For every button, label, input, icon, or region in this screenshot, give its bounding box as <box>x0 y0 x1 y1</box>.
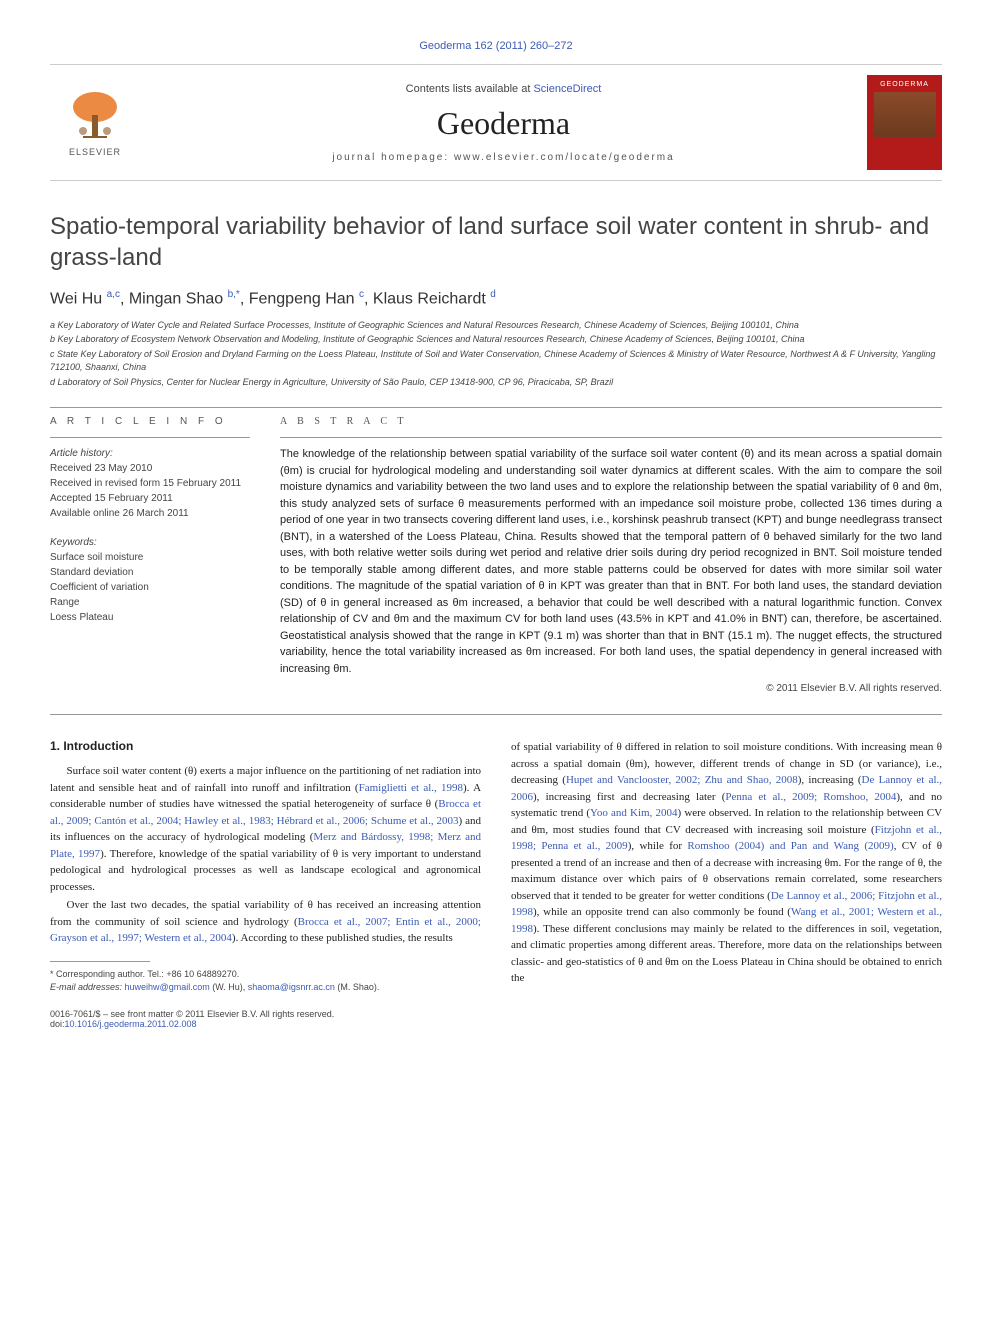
issn-copyright: 0016-7061/$ – see front matter © 2011 El… <box>50 1009 481 1019</box>
email-link[interactable]: shaoma@igsnrr.ac.cn <box>248 982 335 992</box>
divider <box>50 437 250 438</box>
abstract-label: A B S T R A C T <box>280 416 942 427</box>
affiliation-d: d Laboratory of Soil Physics, Center for… <box>50 376 942 390</box>
email-label: E-mail addresses: <box>50 982 125 992</box>
elsevier-tree-icon <box>65 89 125 144</box>
affiliation-b: b Key Laboratory of Ecosystem Network Ob… <box>50 333 942 347</box>
abstract-copyright: © 2011 Elsevier B.V. All rights reserved… <box>280 683 942 694</box>
history-online: Available online 26 March 2011 <box>50 506 250 521</box>
history-label: Article history: <box>50 446 250 461</box>
citation-link[interactable]: Famiglietti et al., 1998 <box>359 782 463 794</box>
history-revised: Received in revised form 15 February 201… <box>50 476 250 491</box>
citation-link[interactable]: Yoo and Kim, 2004 <box>590 807 678 819</box>
divider <box>50 407 942 408</box>
footnote-separator <box>50 961 150 962</box>
citation-link[interactable]: Hupet and Vanclooster, 2002; Zhu and Sha… <box>566 774 798 786</box>
sciencedirect-link[interactable]: ScienceDirect <box>533 83 601 95</box>
col2-text: ), increasing ( <box>798 774 862 786</box>
email-link[interactable]: huweihw@gmail.com <box>125 982 210 992</box>
journal-homepage: journal homepage: www.elsevier.com/locat… <box>140 152 867 163</box>
elsevier-logo: ELSEVIER <box>50 78 140 168</box>
col2-text: ). These different conclusions may mainl… <box>511 923 942 985</box>
corresponding-author: * Corresponding author. Tel.: +86 10 648… <box>50 968 481 982</box>
publisher-name: ELSEVIER <box>69 147 121 157</box>
abstract-text: The knowledge of the relationship betwee… <box>280 446 942 677</box>
keyword: Coefficient of variation <box>50 580 250 595</box>
cover-thumb-title: GEODERMA <box>880 81 929 88</box>
body-column-left: 1. Introduction Surface soil water conte… <box>50 739 481 1029</box>
abstract-column: A B S T R A C T The knowledge of the rel… <box>280 416 942 694</box>
masthead: ELSEVIER Contents lists available at Sci… <box>50 64 942 181</box>
article-info-label: A R T I C L E I N F O <box>50 416 250 427</box>
keyword: Range <box>50 595 250 610</box>
col2-text: ), while an opposite trend can also comm… <box>533 906 791 918</box>
authors-line: Wei Hu a,c, Mingan Shao b,*, Fengpeng Ha… <box>50 289 942 308</box>
email-addresses: E-mail addresses: huweihw@gmail.com (W. … <box>50 981 481 995</box>
para2-text: ). According to these published studies,… <box>232 932 453 944</box>
divider <box>50 714 942 715</box>
history-accepted: Accepted 15 February 2011 <box>50 491 250 506</box>
body-text-right: of spatial variability of θ differed in … <box>511 739 942 987</box>
journal-cover-thumbnail: GEODERMA <box>867 75 942 170</box>
col2-text: ), while for <box>628 840 688 852</box>
keyword: Standard deviation <box>50 565 250 580</box>
cover-thumb-image <box>874 92 936 137</box>
article-info-column: A R T I C L E I N F O Article history: R… <box>50 416 250 694</box>
journal-name: Geoderma <box>140 105 867 142</box>
footer: 0016-7061/$ – see front matter © 2011 El… <box>50 1009 481 1029</box>
footnotes: * Corresponding author. Tel.: +86 10 648… <box>50 968 481 995</box>
citation-link[interactable]: Penna et al., 2009; Romshoo, 2004 <box>725 791 896 803</box>
divider <box>280 437 942 438</box>
affiliation-a: a Key Laboratory of Water Cycle and Rela… <box>50 319 942 333</box>
body-text-left: Surface soil water content (θ) exerts a … <box>50 763 481 947</box>
article-title: Spatio-temporal variability behavior of … <box>50 211 942 273</box>
info-abstract-row: A R T I C L E I N F O Article history: R… <box>50 416 942 694</box>
contents-available-line: Contents lists available at ScienceDirec… <box>140 83 867 95</box>
keywords-block: Keywords: Surface soil moisture Standard… <box>50 535 250 625</box>
article-history: Article history: Received 23 May 2010 Re… <box>50 446 250 521</box>
keyword: Loess Plateau <box>50 610 250 625</box>
homepage-url[interactable]: www.elsevier.com/locate/geoderma <box>454 152 675 163</box>
body-columns: 1. Introduction Surface soil water conte… <box>50 739 942 1029</box>
history-received: Received 23 May 2010 <box>50 461 250 476</box>
col2-text: ), increasing first and decreasing later… <box>533 791 725 803</box>
header-citation: Geoderma 162 (2011) 260–272 <box>50 40 942 52</box>
section-1-heading: 1. Introduction <box>50 739 481 753</box>
affiliations: a Key Laboratory of Water Cycle and Rela… <box>50 319 942 390</box>
email-who: (M. Shao). <box>335 982 380 992</box>
affiliation-c: c State Key Laboratory of Soil Erosion a… <box>50 348 942 375</box>
keywords-label: Keywords: <box>50 535 250 550</box>
email-who: (W. Hu), <box>210 982 248 992</box>
citation-link[interactable]: Romshoo (2004) and Pan and Wang (2009) <box>687 840 893 852</box>
doi-link[interactable]: 10.1016/j.geoderma.2011.02.008 <box>65 1019 197 1029</box>
contents-prefix: Contents lists available at <box>406 83 534 95</box>
para1-text: ). Therefore, knowledge of the spatial v… <box>50 848 481 893</box>
keyword: Surface soil moisture <box>50 550 250 565</box>
masthead-center: Contents lists available at ScienceDirec… <box>140 83 867 163</box>
body-column-right: of spatial variability of θ differed in … <box>511 739 942 1029</box>
homepage-prefix: journal homepage: <box>332 152 454 163</box>
doi-label: doi: <box>50 1019 65 1029</box>
